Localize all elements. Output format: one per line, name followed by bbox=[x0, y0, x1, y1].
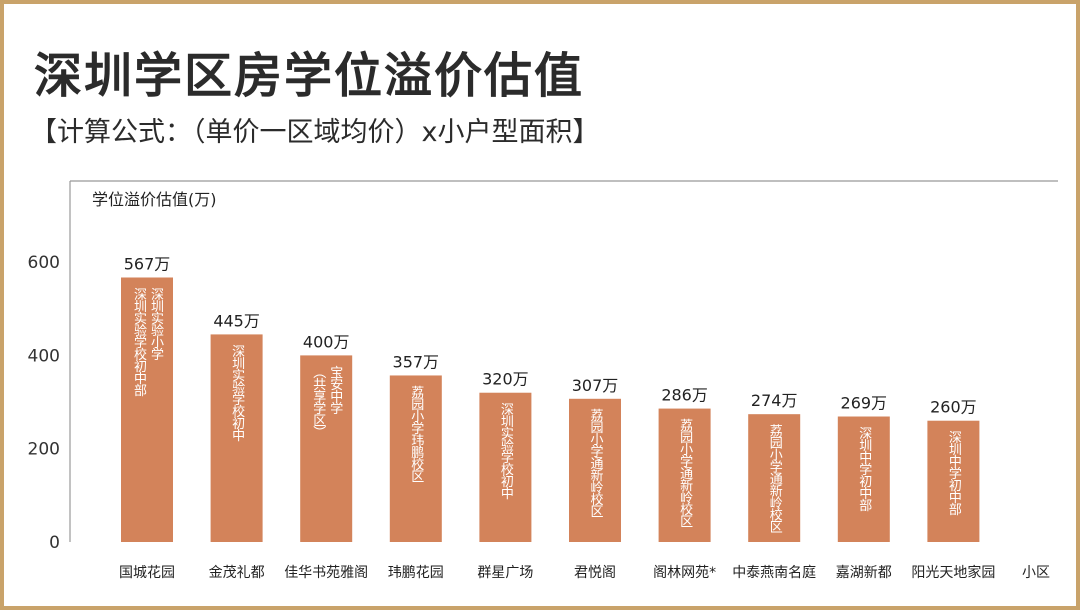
x-category-label: 嘉湖新都 bbox=[836, 565, 892, 581]
bar bbox=[479, 392, 532, 542]
page-title: 深圳学区房学位溢价估值 bbox=[34, 48, 585, 104]
bar-value-label: 400万 bbox=[303, 332, 350, 351]
bar-school-label: 深圳实验学校初中部 bbox=[131, 287, 147, 396]
y-tick-label: 200 bbox=[28, 440, 60, 460]
x-category-label: 群星广场 bbox=[477, 565, 533, 581]
bar bbox=[927, 420, 980, 542]
bar bbox=[569, 398, 621, 542]
x-category-label: 国城花园 bbox=[119, 565, 175, 581]
bar-school-label: 荔园小学通新岭校区 bbox=[677, 419, 693, 528]
bar bbox=[748, 414, 801, 542]
bar-value-label: 260万 bbox=[930, 398, 977, 417]
bar-school-label: 深圳实验小学 bbox=[148, 287, 164, 360]
bar-school-label: 深圳中学初中部 bbox=[946, 431, 962, 516]
bar-value-label: 320万 bbox=[482, 370, 529, 389]
bar bbox=[658, 408, 711, 542]
bar bbox=[121, 277, 173, 542]
bar-school-label: 荔园小学玮鹏校区 bbox=[408, 385, 424, 482]
bar-value-label: 445万 bbox=[213, 311, 260, 330]
bar bbox=[837, 416, 890, 542]
x-category-label: 中泰燕南名庭 bbox=[732, 564, 816, 581]
x-category-label: 佳华书苑雅阁 bbox=[284, 565, 368, 581]
bar-value-label: 567万 bbox=[124, 254, 171, 273]
bar-school-label: 深圳实验学校初中 bbox=[498, 403, 514, 500]
bar-value-label: 307万 bbox=[572, 376, 619, 395]
x-category-label: 君悦阁 bbox=[574, 565, 616, 581]
x-axis-title: 小区 bbox=[1022, 565, 1050, 581]
bar-value-label: 286万 bbox=[661, 386, 708, 405]
x-category-label: 玮鹏花园 bbox=[388, 565, 444, 581]
bar bbox=[300, 355, 353, 542]
bar bbox=[210, 334, 263, 542]
bar-school-label: 荔园小学通新岭校区 bbox=[588, 409, 604, 518]
bar-school-label: 荔园小学通新岭校区 bbox=[767, 424, 783, 533]
bar-value-label: 274万 bbox=[751, 391, 798, 410]
x-category-label: 阁林网苑* bbox=[653, 565, 716, 581]
x-category-label: 阳光天地家园 bbox=[911, 564, 995, 581]
x-category-label: 金茂礼都 bbox=[209, 564, 265, 581]
y-axis-title: 学位溢价估值(万) bbox=[92, 190, 217, 209]
bar-value-label: 357万 bbox=[393, 352, 440, 371]
bar bbox=[389, 375, 442, 542]
y-tick-label: 400 bbox=[28, 346, 60, 366]
formula-subtitle: 【计算公式：（单价一区域均价）x小户型面积】 bbox=[30, 117, 600, 148]
bar-school-label: 宝安中学 bbox=[327, 365, 343, 414]
y-tick-label: 0 bbox=[49, 533, 60, 553]
y-tick-label: 600 bbox=[28, 253, 60, 273]
bar-value-label: 269万 bbox=[841, 394, 888, 413]
bar-school-label: （共享学区） bbox=[310, 365, 326, 437]
bar-school-label: 深圳中学初中部 bbox=[856, 427, 872, 512]
bar-school-label: 深圳实验学校初中 bbox=[229, 344, 245, 441]
